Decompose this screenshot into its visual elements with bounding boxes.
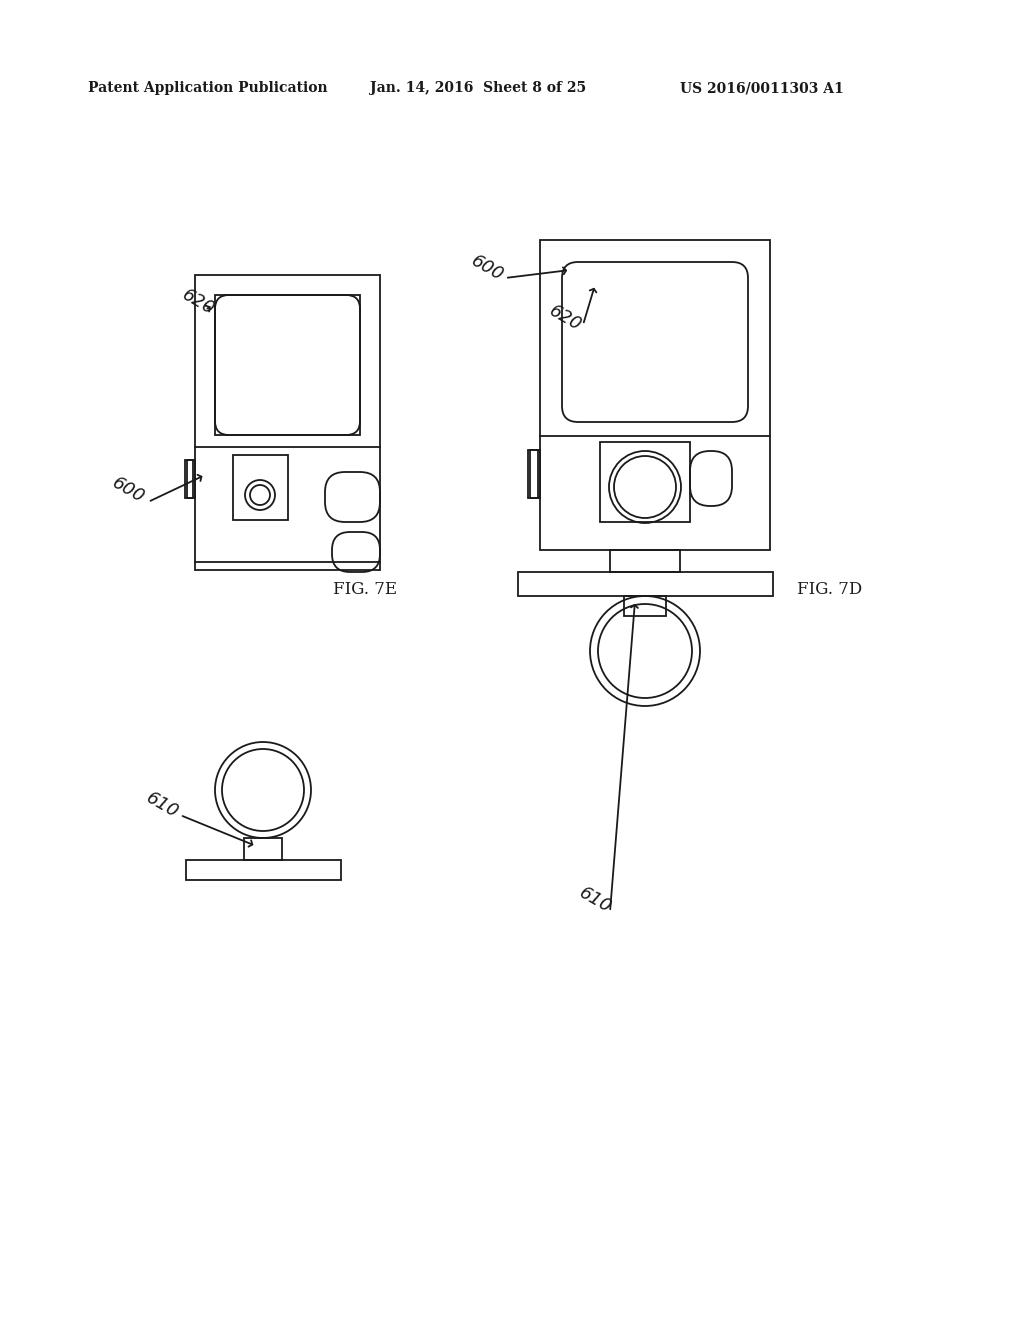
- Text: 610: 610: [575, 883, 614, 916]
- Bar: [215, 294, 360, 436]
- Text: FIG. 7D: FIG. 7D: [798, 582, 862, 598]
- Text: 620: 620: [178, 285, 217, 318]
- Text: FIG. 7E: FIG. 7E: [333, 582, 397, 598]
- Bar: [185, 459, 195, 498]
- Bar: [195, 275, 380, 570]
- Text: 600: 600: [109, 474, 147, 507]
- Text: Jan. 14, 2016  Sheet 8 of 25: Jan. 14, 2016 Sheet 8 of 25: [370, 81, 586, 95]
- Text: 610: 610: [142, 788, 181, 821]
- Bar: [233, 455, 288, 520]
- Text: US 2016/0011303 A1: US 2016/0011303 A1: [680, 81, 844, 95]
- Text: Patent Application Publication: Patent Application Publication: [88, 81, 328, 95]
- Bar: [600, 442, 690, 521]
- Bar: [530, 450, 538, 498]
- Bar: [518, 572, 773, 597]
- Bar: [528, 450, 540, 498]
- Bar: [540, 240, 770, 550]
- Bar: [187, 459, 193, 498]
- Bar: [624, 597, 666, 616]
- Text: 600: 600: [468, 252, 507, 284]
- Bar: [186, 861, 341, 880]
- Bar: [244, 838, 282, 861]
- Text: 620: 620: [546, 301, 585, 334]
- Bar: [610, 550, 680, 572]
